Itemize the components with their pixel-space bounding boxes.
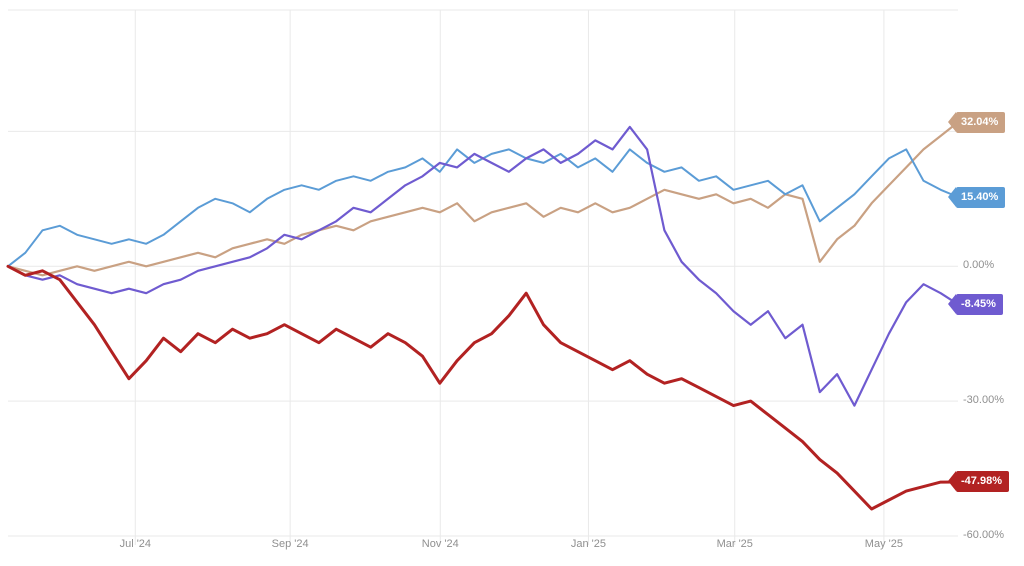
series-purple-line <box>6 125 960 407</box>
series-red-line <box>6 264 960 511</box>
y-axis-tick-0: 0.00% <box>963 259 995 272</box>
end-value-badge-tan: 32.04% <box>947 111 1006 133</box>
series-tan-line <box>6 121 960 277</box>
y-axis-tick-neg60: -60.00% <box>963 529 1004 541</box>
y-axis-tick-neg30: -30.00% <box>963 394 1004 407</box>
x-axis-label-nov24: Nov '24 <box>421 538 459 550</box>
x-axis-label-jan25: Jan '25 <box>570 538 607 550</box>
end-value-badge-purple: -8.45% <box>948 293 1003 315</box>
x-axis-label-mar25: Mar '25 <box>716 538 753 550</box>
end-value-badge-red: -47.98% <box>948 471 1009 493</box>
x-axis-label-jul24: Jul '24 <box>119 538 152 550</box>
x-axis-label-may25: May '25 <box>864 538 903 550</box>
x-axis-label-sep24: Sep '24 <box>271 538 309 550</box>
end-value-badge-blue: 15.40% <box>947 186 1006 208</box>
